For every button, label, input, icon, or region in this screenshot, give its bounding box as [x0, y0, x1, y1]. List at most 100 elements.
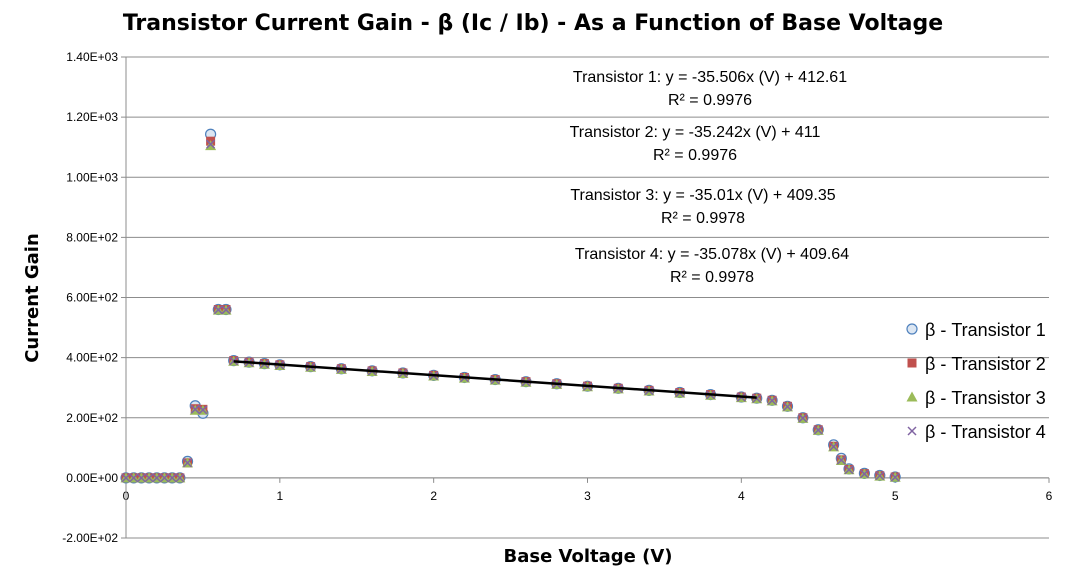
- marker-stroke: [752, 393, 762, 404]
- marker-stroke: [221, 305, 231, 315]
- y-tick-label: 2.00E+02: [66, 411, 118, 425]
- marker-stroke: [829, 442, 839, 452]
- data-point: [144, 473, 154, 483]
- annotation-3-r2: R² = 0.9978: [661, 210, 745, 227]
- marker-stroke: [206, 139, 216, 149]
- x-tick-label: 5: [892, 489, 899, 503]
- annotation-1-r2: R² = 0.9976: [668, 92, 752, 109]
- data-point: [190, 404, 200, 414]
- data-point: [875, 471, 885, 481]
- data-point: [813, 425, 823, 435]
- legend-marker: [907, 358, 917, 368]
- y-tick-label: 8.00E+02: [66, 230, 118, 244]
- chart-title: Transistor Current Gain - β (Ic / Ib) - …: [123, 11, 943, 36]
- marker-stroke: [890, 472, 900, 482]
- trendline: [233, 360, 757, 399]
- marker-stroke: [183, 458, 193, 468]
- data-point: [752, 393, 762, 404]
- data-point: [229, 356, 239, 366]
- data-point: [198, 405, 208, 415]
- x-tick-label: 4: [738, 489, 745, 503]
- marker-stroke: [767, 396, 777, 406]
- legend-item-3: β - Transistor 3: [906, 388, 1046, 408]
- series-4: [121, 139, 900, 483]
- data-point: [167, 473, 177, 483]
- data-point: [767, 396, 777, 406]
- legend-label: β - Transistor 2: [925, 354, 1046, 374]
- y-tick-label: 6.00E+02: [66, 291, 118, 305]
- data-point: [221, 305, 231, 315]
- annotation-1-equation: Transistor 1: y = -35.506x (V) + 412.61: [573, 69, 847, 86]
- annotation-2-r2: R² = 0.9976: [653, 147, 737, 164]
- marker-stroke: [229, 356, 239, 366]
- data-point: [129, 473, 139, 483]
- data-point: [183, 458, 193, 468]
- legend-item-4: β - Transistor 4: [907, 422, 1046, 442]
- marker-stroke: [813, 425, 823, 435]
- marker-stroke: [152, 473, 162, 483]
- data-point: [136, 473, 146, 483]
- marker-stroke: [907, 426, 917, 436]
- legend: β - Transistor 1 β - Transistor 2 β - Tran…: [906, 320, 1046, 442]
- marker-stroke: [836, 455, 846, 465]
- y-tick-label: -2.00E+02: [62, 531, 118, 545]
- legend-label: β - Transistor 1: [925, 320, 1046, 340]
- data-point: [798, 413, 808, 423]
- y-tick-label: 1.20E+03: [66, 110, 118, 124]
- legend-item-1: β - Transistor 1: [906, 320, 1046, 340]
- marker-stroke: [213, 305, 223, 315]
- marker-stroke: [136, 473, 146, 483]
- equation-annotations: Transistor 1: y = -35.506x (V) + 412.61 …: [570, 69, 850, 286]
- marker-stroke: [782, 402, 793, 412]
- x-axis-ticks: 0123456: [123, 477, 1053, 503]
- marker-stroke: [844, 465, 854, 475]
- trendline-line: [233, 360, 757, 399]
- data-point: [175, 473, 185, 483]
- marker-stroke: [859, 469, 869, 479]
- legend-item-2: β - Transistor 2: [907, 354, 1046, 374]
- data-point: [213, 305, 223, 315]
- y-axis-ticks: -2.00E+02 0.00E+00 2.00E+02 4.00E+02 6.00E+0…: [62, 50, 126, 545]
- legend-marker: [907, 426, 917, 436]
- data-point: [829, 442, 839, 452]
- marker-stroke: [129, 473, 139, 483]
- marker-stroke: [121, 473, 131, 483]
- marker-stroke: [190, 404, 200, 414]
- data-point: [159, 473, 169, 483]
- marker-stroke: [175, 473, 185, 483]
- legend-marker: [906, 323, 918, 335]
- data-point: [206, 139, 216, 149]
- series-1: [120, 128, 901, 484]
- y-axis-title: Current Gain: [22, 233, 43, 363]
- marker-stroke: [198, 405, 208, 415]
- data-point: [121, 473, 131, 483]
- y-tick-label: 4.00E+02: [66, 351, 118, 365]
- legend-marker: [906, 391, 918, 402]
- marker-stroke: [159, 473, 169, 483]
- legend-label: β - Transistor 3: [925, 388, 1046, 408]
- data-point: [890, 472, 900, 482]
- marker-stroke: [798, 413, 808, 423]
- annotation-4-r2: R² = 0.9978: [670, 269, 754, 286]
- data-point: [782, 402, 793, 412]
- y-tick-label: 1.40E+03: [66, 50, 118, 64]
- x-tick-label: 3: [584, 489, 591, 503]
- marker-stroke: [875, 471, 885, 481]
- legend-label: β - Transistor 4: [925, 422, 1046, 442]
- marker-stroke: [144, 473, 154, 483]
- annotation-2-equation: Transistor 2: y = -35.242x (V) + 411: [570, 124, 821, 141]
- data-point: [859, 469, 869, 479]
- x-axis-title: Base Voltage (V): [503, 546, 672, 567]
- x-tick-label: 1: [276, 489, 283, 503]
- y-tick-label: 0.00E+00: [66, 471, 118, 485]
- annotation-3-equation: Transistor 3: y = -35.01x (V) + 409.35: [570, 187, 835, 204]
- y-tick-label: 1.00E+03: [66, 170, 118, 184]
- annotation-4-equation: Transistor 4: y = -35.078x (V) + 409.64: [575, 246, 849, 263]
- data-point: [836, 455, 846, 465]
- data-point: [152, 473, 162, 483]
- x-tick-label: 2: [430, 489, 437, 503]
- x-tick-label: 6: [1046, 489, 1053, 503]
- marker-stroke: [167, 473, 177, 483]
- data-series: [120, 128, 901, 484]
